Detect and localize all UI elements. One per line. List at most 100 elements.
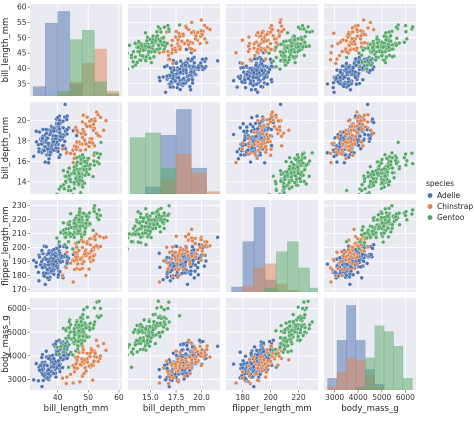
point-chinstrap <box>73 250 78 255</box>
x-tick-label: 220 <box>291 393 306 402</box>
point-chinstrap <box>362 40 367 45</box>
point-adelie <box>241 358 246 363</box>
point-chinstrap <box>83 147 88 152</box>
point-gentoo <box>154 209 159 214</box>
point-chinstrap <box>344 132 349 137</box>
point-adelie <box>337 255 342 260</box>
point-adelie <box>46 156 52 161</box>
point-gentoo <box>158 30 164 35</box>
point-gentoo <box>284 169 289 174</box>
point-gentoo <box>293 157 298 162</box>
point-gentoo <box>302 155 307 160</box>
point-gentoo <box>278 168 283 173</box>
point-gentoo <box>165 218 170 223</box>
y-axis-label-bill_depth_mm: bill_depth_mm <box>1 117 11 179</box>
point-adelie <box>215 58 220 63</box>
point-adelie <box>190 56 195 61</box>
panel-flipper_length_mm-vs-bill_length_mm <box>30 200 122 292</box>
point-chinstrap <box>246 44 251 49</box>
point-chinstrap <box>246 379 251 384</box>
point-chinstrap <box>193 33 199 39</box>
point-chinstrap <box>248 57 253 62</box>
point-adelie <box>249 115 254 120</box>
point-adelie <box>165 275 170 280</box>
point-gentoo <box>141 338 146 343</box>
point-gentoo <box>91 228 96 233</box>
point-gentoo <box>364 192 369 194</box>
point-adelie <box>347 70 352 75</box>
point-chinstrap <box>165 267 170 272</box>
point-adelie <box>42 148 47 153</box>
point-adelie <box>238 76 243 81</box>
point-gentoo <box>156 330 161 335</box>
point-chinstrap <box>240 61 245 66</box>
point-chinstrap <box>183 234 188 239</box>
point-chinstrap <box>193 241 198 246</box>
point-gentoo <box>291 162 296 167</box>
point-gentoo <box>285 30 290 35</box>
point-chinstrap <box>182 266 187 271</box>
point-adelie <box>238 350 243 355</box>
point-chinstrap <box>78 362 83 367</box>
point-gentoo <box>282 53 287 58</box>
point-chinstrap <box>166 381 171 386</box>
point-adelie <box>266 69 271 75</box>
point-chinstrap <box>347 257 352 262</box>
point-gentoo <box>88 162 93 167</box>
point-chinstrap <box>256 148 261 153</box>
point-chinstrap <box>94 110 99 115</box>
point-gentoo <box>156 43 161 48</box>
point-gentoo <box>297 48 302 53</box>
point-gentoo <box>63 174 68 179</box>
point-gentoo <box>394 43 399 48</box>
point-chinstrap <box>207 27 212 32</box>
point-adelie <box>261 340 266 345</box>
point-gentoo <box>150 40 155 45</box>
point-chinstrap <box>350 29 355 35</box>
hist-bar-gentoo <box>275 251 288 292</box>
point-chinstrap <box>173 34 178 40</box>
point-adelie <box>170 76 176 81</box>
point-chinstrap <box>87 236 92 241</box>
point-chinstrap <box>346 118 351 123</box>
point-adelie <box>42 373 47 378</box>
point-chinstrap <box>199 363 204 368</box>
point-adelie <box>254 82 259 87</box>
point-chinstrap <box>360 122 365 127</box>
point-gentoo <box>78 157 84 162</box>
point-gentoo <box>403 152 408 157</box>
point-gentoo <box>383 37 389 42</box>
point-gentoo <box>151 54 156 59</box>
point-adelie <box>346 83 351 88</box>
point-adelie <box>178 59 183 64</box>
hist-bar-gentoo <box>402 378 413 390</box>
point-adelie <box>61 353 66 358</box>
point-chinstrap <box>179 357 185 362</box>
point-gentoo <box>148 229 153 234</box>
point-chinstrap <box>200 347 205 352</box>
point-adelie <box>168 278 173 283</box>
point-chinstrap <box>170 370 175 375</box>
point-gentoo <box>133 232 138 237</box>
point-adelie <box>255 90 260 95</box>
point-chinstrap <box>204 239 209 244</box>
point-chinstrap <box>331 31 336 36</box>
point-gentoo <box>160 220 165 225</box>
point-adelie <box>58 134 63 139</box>
point-gentoo <box>87 210 92 215</box>
point-gentoo <box>390 54 395 59</box>
point-gentoo <box>364 67 369 72</box>
point-gentoo <box>307 326 312 331</box>
point-gentoo <box>363 186 368 191</box>
point-gentoo <box>394 25 399 30</box>
point-chinstrap <box>167 57 172 62</box>
point-adelie <box>45 136 50 141</box>
point-gentoo <box>144 220 149 225</box>
point-adelie <box>231 78 236 83</box>
point-chinstrap <box>266 136 271 141</box>
point-chinstrap <box>272 124 277 129</box>
point-gentoo <box>294 323 299 328</box>
point-chinstrap <box>91 128 96 133</box>
point-gentoo <box>137 221 142 226</box>
point-adelie <box>269 143 274 148</box>
